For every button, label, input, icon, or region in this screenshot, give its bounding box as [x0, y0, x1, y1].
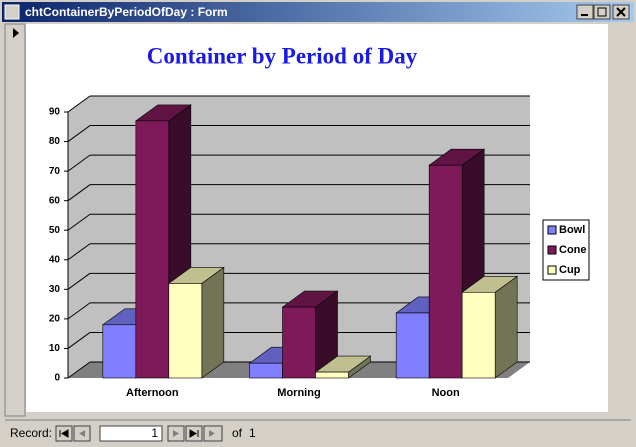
- window-icon: [4, 4, 20, 20]
- record-of: of: [232, 426, 243, 440]
- y-tick-label: 40: [49, 254, 61, 265]
- bar: [282, 306, 316, 379]
- y-tick-label: 0: [54, 373, 60, 384]
- record-number-box[interactable]: [99, 425, 163, 442]
- close-glyph: [616, 7, 626, 17]
- x-tick-label: Morning: [277, 387, 320, 399]
- x-tick-label: Noon: [432, 387, 460, 399]
- side-grid-line: [67, 125, 91, 142]
- bar-side: [494, 275, 518, 379]
- last-glyph: [189, 429, 199, 438]
- side-grid-line: [67, 154, 91, 172]
- bar: [315, 371, 349, 379]
- bar-side: [201, 266, 225, 379]
- nav-buttons: 1: [55, 425, 223, 442]
- bar: [102, 324, 137, 379]
- chart-title: Container by Period of Day: [147, 43, 418, 68]
- y-tick-label: 70: [49, 166, 61, 177]
- side-grid-line: [67, 272, 91, 290]
- record-total: 1: [249, 426, 256, 440]
- title-bar: [2, 2, 634, 22]
- bar: [168, 283, 203, 379]
- side-grid-line: [67, 95, 91, 113]
- side-wall: [68, 96, 90, 378]
- bar: [395, 312, 430, 379]
- current-record-arrow: [13, 28, 19, 38]
- maximize-button[interactable]: [593, 4, 611, 20]
- window-buttons: [576, 4, 630, 20]
- bar: [428, 164, 463, 379]
- next-glyph: [173, 430, 179, 437]
- legend-label: Cone: [559, 244, 587, 256]
- y-tick-label: 60: [49, 195, 61, 206]
- record-label: Record:: [10, 426, 52, 440]
- maximize-glyph: [597, 7, 607, 17]
- y-tick-label: 90: [49, 107, 61, 118]
- record-selector[interactable]: [4, 23, 26, 417]
- new-glyph: [209, 430, 215, 437]
- legend-swatch: [547, 245, 557, 255]
- side-grid-line: [67, 184, 91, 202]
- legend-label: Bowl: [559, 224, 585, 236]
- bar: [461, 291, 496, 379]
- first-glyph: [59, 429, 69, 438]
- bar: [249, 362, 283, 379]
- side-grid-line: [67, 332, 91, 349]
- side-grid-line: [67, 243, 91, 261]
- y-tick-label: 50: [49, 225, 61, 236]
- y-tick-label: 10: [49, 343, 61, 354]
- y-tick-label: 30: [49, 284, 61, 295]
- legend-swatch: [547, 265, 557, 275]
- previous-glyph: [79, 430, 85, 437]
- y-tick-label: 80: [49, 136, 61, 147]
- minimize-button[interactable]: [576, 4, 594, 20]
- bar: [135, 120, 170, 379]
- side-grid-line: [67, 361, 91, 379]
- legend-label: Cup: [559, 264, 581, 276]
- x-tick-label: Afternoon: [126, 387, 179, 399]
- window-title: chtContainerByPeriodOfDay : Form: [25, 5, 228, 19]
- y-tick-label: 20: [49, 314, 61, 325]
- record-number: 1: [151, 426, 158, 440]
- legend-swatch: [547, 225, 557, 235]
- side-grid-line: [67, 302, 91, 320]
- side-grid-line: [67, 213, 91, 231]
